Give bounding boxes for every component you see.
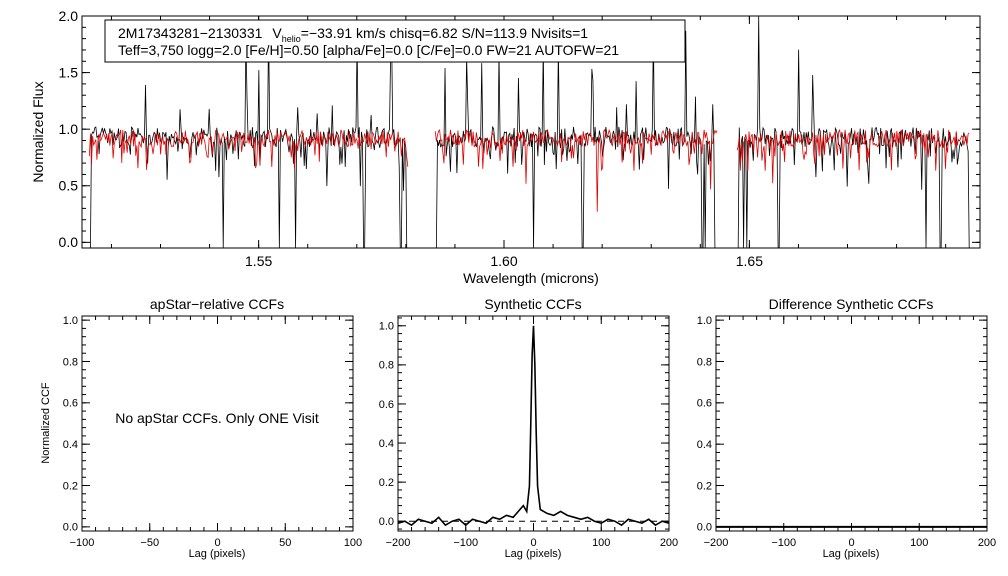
annotation-velocity-stats: =−33.91 km/s chisq=6.82 S/N=113.9 Nvisit… xyxy=(301,25,589,41)
y-tick-label: 0.8 xyxy=(63,356,78,368)
y-tick-label: 0.4 xyxy=(697,439,712,451)
annotation-line-2: Teff=3,750 logg=2.0 [Fe/H]=0.50 [alpha/F… xyxy=(118,42,619,58)
x-tick-label: 1.55 xyxy=(245,253,272,269)
y-tick-label: 0.2 xyxy=(697,480,712,492)
y-tick-label: 0.4 xyxy=(63,439,78,451)
difference-panel-title: Difference Synthetic CCFs xyxy=(769,296,934,312)
y-tick-label: 0.5 xyxy=(59,178,79,194)
spectrum-plot-frame xyxy=(81,15,981,249)
difference-ticks: −200 −100 0 100 200 0.0 0.2 0.4 0.6 0.8 1.0 xyxy=(697,315,996,549)
x-tick-label: −100 xyxy=(70,537,95,549)
x-tick-label: −200 xyxy=(704,537,729,549)
spectrum-annotation-box: 2M17343281−2130331 Vhelio=−33.91 km/s chi… xyxy=(104,19,686,63)
x-tick-label: −50 xyxy=(140,537,159,549)
spectrum-panel: 1.55 1.60 1.65 0.0 0.5 1.0 1.5 2.0 Wavelength (… xyxy=(30,8,981,286)
no-ccf-message: No apStar CCFs. Only ONE Visit xyxy=(115,410,319,426)
y-tick-label: 0.0 xyxy=(63,522,78,534)
synthetic-x-axis-label: Lag (pixels) xyxy=(505,548,562,560)
y-tick-label: 1.5 xyxy=(59,64,79,80)
x-tick-label: −200 xyxy=(386,537,411,549)
x-tick-label: −100 xyxy=(771,537,796,549)
y-tick-label: 0.0 xyxy=(59,234,79,250)
synthetic-ticks: −200 −100 0 100 200 0.0 0.2 0.4 0.6 0.8 1.0 xyxy=(379,316,678,549)
y-tick-label: 0.8 xyxy=(697,356,712,368)
x-tick-label: 200 xyxy=(978,537,996,549)
y-tick-label: 0.2 xyxy=(63,480,78,492)
annotation-line-1: 2M17343281−2130331 Vhelio=−33.91 km/s chi… xyxy=(118,25,588,44)
y-tick-label: 2.0 xyxy=(59,8,79,24)
y-tick-label: 0.6 xyxy=(379,399,394,411)
x-tick-label: 200 xyxy=(660,537,678,549)
apstar-ticks: −100 −50 0 50 100 0.0 0.2 0.4 0.6 0.8 1.0 xyxy=(63,315,362,549)
y-tick-label: 0.6 xyxy=(697,398,712,410)
annotation-v-prefix: V xyxy=(272,25,282,41)
apstar-ccf-panel: −100 −50 0 50 100 0.0 0.2 0.4 0.6 0.8 1.0 apStar−r… xyxy=(40,296,362,560)
y-tick-label: 0.0 xyxy=(697,522,712,534)
difference-x-axis-label: Lag (pixels) xyxy=(823,548,880,560)
x-tick-label: 1.65 xyxy=(736,253,763,269)
difference-ccf-panel: −200 −100 0 100 200 0.0 0.2 0.4 0.6 0.8 1.0 Differ… xyxy=(697,296,996,560)
spectrum-y-axis-label: Normalized Flux xyxy=(30,81,46,182)
synthetic-ccf-panel: −200 −100 0 100 200 0.0 0.2 0.4 0.6 0.8 1.0 Synthe… xyxy=(379,296,678,560)
x-tick-label: 0 xyxy=(214,537,220,549)
y-tick-label: 0.8 xyxy=(379,360,394,372)
synthetic-model-line xyxy=(434,128,718,212)
observed-spectrum-line xyxy=(737,16,970,249)
synthetic-ccf-series xyxy=(397,325,670,527)
annotation-star-id: 2M17343281−2130331 xyxy=(118,25,263,41)
x-tick-label: 100 xyxy=(910,537,928,549)
annotation-v-subscript: helio xyxy=(282,34,301,44)
x-tick-label: 0 xyxy=(530,537,536,549)
spectrum-lines xyxy=(88,16,970,249)
y-tick-label: 1.0 xyxy=(59,121,79,137)
y-tick-label: 1.0 xyxy=(63,315,78,327)
y-tick-label: 0.2 xyxy=(379,477,394,489)
y-tick-label: 1.0 xyxy=(379,321,394,333)
spectrum-x-axis-label: Wavelength (microns) xyxy=(463,270,599,286)
annotation-box-frame xyxy=(104,19,686,63)
synthetic-model-line xyxy=(88,129,409,170)
y-tick-label: 0.4 xyxy=(379,438,394,450)
y-tick-label: 1.0 xyxy=(697,315,712,327)
synthetic-panel-title: Synthetic CCFs xyxy=(484,296,581,312)
x-tick-label: 1.60 xyxy=(490,253,517,269)
x-tick-label: 50 xyxy=(279,537,291,549)
apstar-panel-title: apStar−relative CCFs xyxy=(150,296,284,312)
y-tick-label: 0.6 xyxy=(63,398,78,410)
synthetic-ccf-line xyxy=(397,325,670,527)
x-tick-label: 0 xyxy=(848,537,854,549)
x-tick-label: 100 xyxy=(344,537,362,549)
x-tick-label: 100 xyxy=(592,537,610,549)
apstar-x-axis-label: Lag (pixels) xyxy=(189,548,246,560)
y-tick-label: 0.0 xyxy=(379,516,394,528)
synthetic-model-line xyxy=(736,128,970,184)
x-tick-label: −100 xyxy=(453,537,478,549)
apstar-y-axis-label: Normalized CCF xyxy=(40,382,52,464)
